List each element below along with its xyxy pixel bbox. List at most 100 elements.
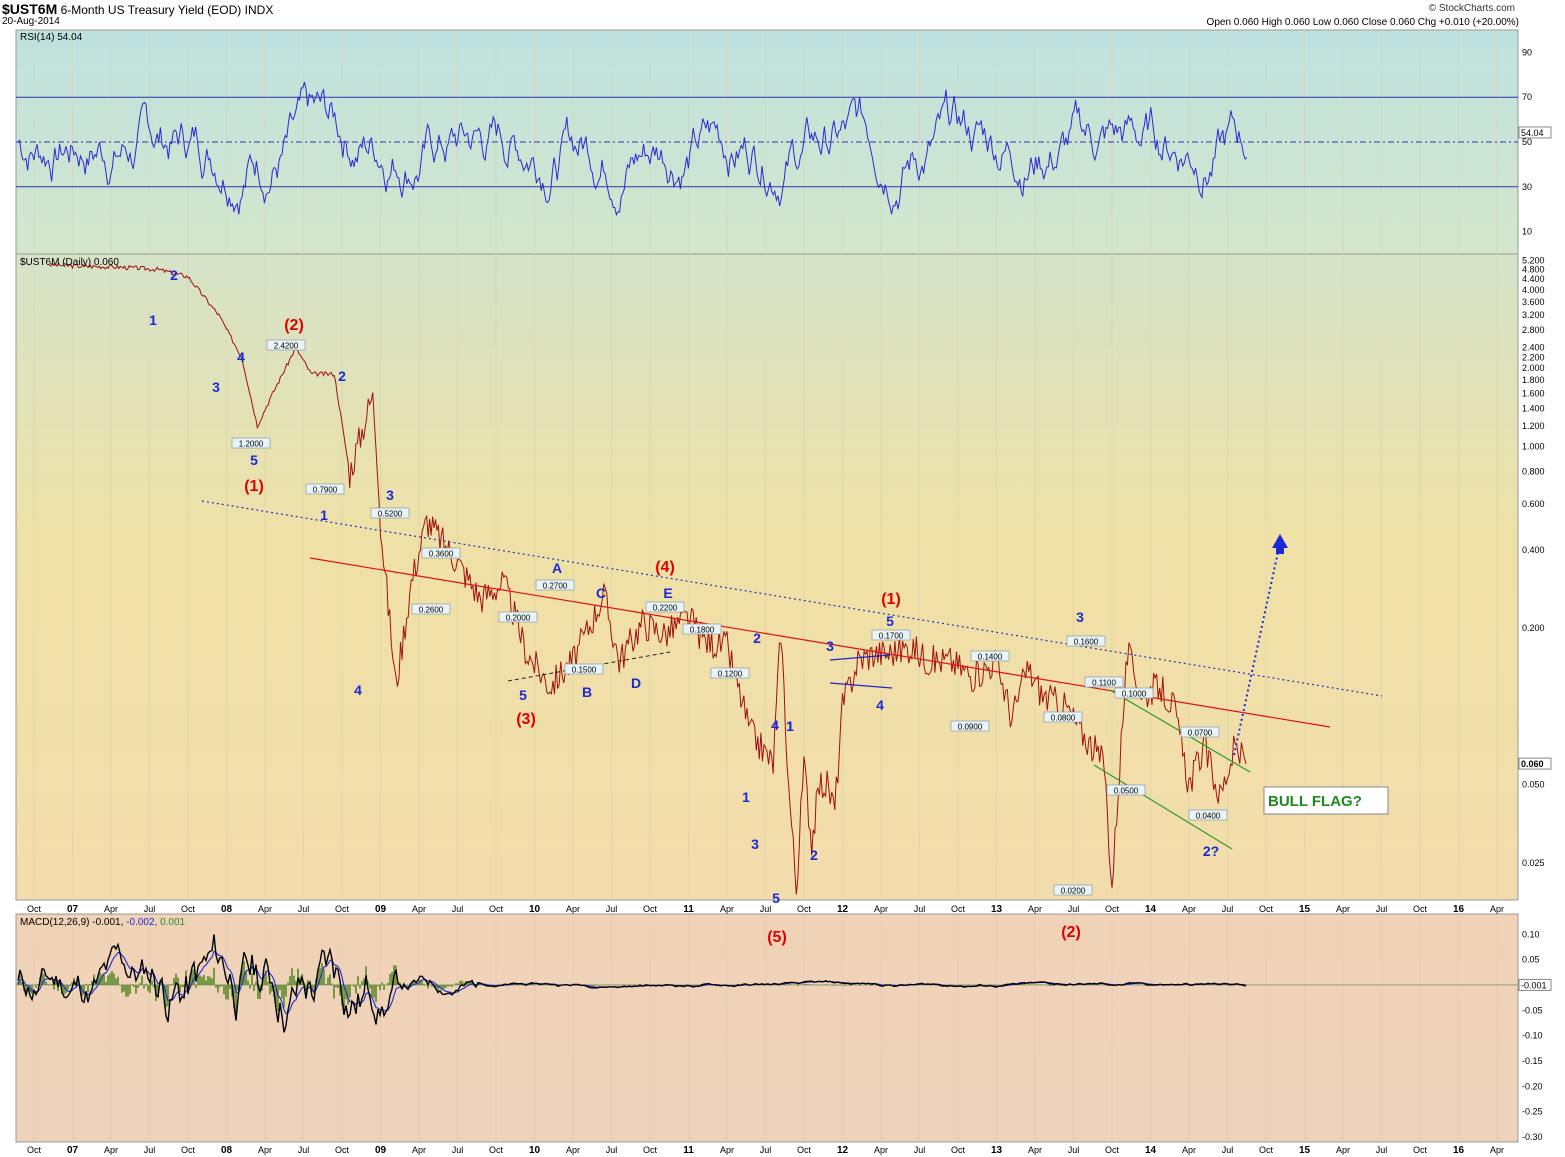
- price-value-box: [421, 547, 461, 559]
- price-value-box: [871, 629, 911, 641]
- x-tick-label: Jul: [298, 1145, 310, 1155]
- macd-tick-label: -0.20: [1522, 1081, 1543, 1091]
- price-value-box: [1066, 635, 1106, 647]
- x-tick-label: Oct: [181, 904, 196, 914]
- blue-channel-bottom: [829, 682, 893, 689]
- price-tick-label: 1.600: [1522, 388, 1545, 398]
- price-value-box: [266, 339, 306, 351]
- x-tick-label: 12: [837, 904, 849, 915]
- wave-label-red: (5): [767, 929, 787, 946]
- wave-label-blue: 3: [212, 379, 220, 395]
- x-tick-label: Oct: [797, 904, 812, 914]
- macd-tick-label: 0.10: [1522, 929, 1540, 939]
- wave-label-blue: D: [631, 675, 641, 691]
- macd-legend-value: 0.001: [160, 917, 185, 928]
- x-tick-label: 11: [683, 904, 694, 915]
- x-tick-label: Apr: [412, 904, 426, 914]
- price-tick-label: 4.000: [1522, 285, 1545, 295]
- x-tick-label: Jul: [1222, 904, 1234, 914]
- wave-label-red: (2): [284, 317, 304, 334]
- macd-current-value: -0.001: [1521, 980, 1547, 990]
- wave-label-blue: 4: [876, 697, 884, 713]
- x-tick-label: Apr: [566, 1145, 580, 1155]
- bull-flag-box: [1263, 786, 1389, 815]
- price-tick-label: 4.800: [1522, 264, 1545, 274]
- x-tick-label: Oct: [27, 1145, 42, 1155]
- price-value-box: [645, 601, 685, 613]
- price-value-label: 0.2000: [506, 614, 531, 623]
- x-tick-label: Jul: [1068, 904, 1080, 914]
- x-tick-label: Apr: [1028, 1145, 1042, 1155]
- wave-label-blue: 2: [338, 368, 346, 384]
- price-value-label: 0.2600: [419, 606, 444, 615]
- x-tick-label: Apr: [1182, 1145, 1196, 1155]
- price-tick-label: 0.400: [1522, 545, 1545, 555]
- x-tick-label: 11: [683, 1145, 694, 1156]
- x-tick-label: Apr: [1028, 904, 1042, 914]
- x-tick-label: Jul: [1376, 904, 1388, 914]
- price-tick-label: 2.000: [1522, 363, 1545, 373]
- wave-label-blue: 5: [250, 452, 258, 468]
- price-value-label: 0.1000: [1122, 690, 1147, 699]
- price-value-label: 0.1700: [879, 632, 904, 641]
- chart-date: 20-Aug-2014: [2, 16, 60, 27]
- price-tick-label: 5.200: [1522, 255, 1545, 265]
- price-value-label: 0.1500: [572, 666, 597, 675]
- x-tick-label: Jul: [760, 1145, 772, 1155]
- x-tick-label: Jul: [760, 904, 772, 914]
- wave-label-blue: 2: [170, 267, 178, 283]
- x-tick-label: 08: [221, 1145, 233, 1156]
- x-tick-label: Jul: [144, 904, 156, 914]
- price-tick-label: 2.200: [1522, 352, 1545, 362]
- wave-label-blue: 2: [753, 630, 761, 646]
- wave-label-blue: 4: [354, 682, 362, 698]
- price-value-label: 0.5200: [378, 510, 403, 519]
- rsi-line: [17, 81, 1248, 217]
- wave-label-red: (2): [1061, 924, 1081, 941]
- x-tick-label: Oct: [489, 1145, 504, 1155]
- x-tick-label: 15: [1299, 904, 1311, 915]
- wave-label-blue: 3: [751, 836, 759, 852]
- bull-flag-label: BULL FLAG?: [1268, 793, 1362, 810]
- price-value-box: [411, 603, 451, 615]
- price-value-box: [231, 437, 271, 449]
- green-flag-bottom: [1093, 764, 1233, 850]
- price-tick-label: 0.025: [1522, 858, 1545, 868]
- x-tick-label: Jul: [914, 904, 926, 914]
- x-tick-label: 07: [67, 1145, 79, 1156]
- x-tick-label: Apr: [566, 904, 580, 914]
- wave-label-blue: 5: [519, 687, 527, 703]
- x-tick-label: Jul: [1068, 1145, 1080, 1155]
- x-tick-label: Oct: [797, 1145, 812, 1155]
- price-tick-label: 1.000: [1522, 441, 1545, 451]
- wave-label-blue: 3: [1076, 609, 1084, 625]
- x-tick-label: Apr: [1490, 1145, 1504, 1155]
- price-current-box: [1518, 757, 1552, 770]
- x-tick-label: Oct: [1413, 904, 1428, 914]
- x-tick-label: Oct: [1259, 1145, 1274, 1155]
- price-value-box: [1043, 711, 1083, 723]
- macd-line: [17, 934, 1247, 1033]
- price-value-label: 0.1800: [690, 626, 715, 635]
- price-value-label: 0.7900: [313, 486, 338, 495]
- x-tick-label: Oct: [1413, 1145, 1428, 1155]
- wave-label-blue: 1: [786, 718, 794, 734]
- price-value-label: 0.0800: [1051, 714, 1076, 723]
- price-tick-label: 0.800: [1522, 467, 1545, 477]
- wave-label-blue: A: [552, 560, 562, 576]
- price-value-label: 1.2000: [239, 440, 264, 449]
- wave-label-blue: 1: [786, 718, 794, 734]
- macd-panel: [15, 913, 1519, 1143]
- price-value-box: [1084, 676, 1124, 688]
- price-value-label: 0.0700: [1188, 729, 1213, 738]
- price-tick-label: 1.800: [1522, 375, 1545, 385]
- ohlc-readout: Open 0.060 High 0.060 Low 0.060 Close 0.…: [1206, 17, 1519, 28]
- x-tick-label: 16: [1453, 904, 1465, 915]
- x-tick-label: 12: [837, 1145, 849, 1156]
- x-tick-label: 14: [1145, 1145, 1157, 1156]
- x-tick-label: Apr: [874, 904, 888, 914]
- chart-header: $UST6M 6-Month US Treasury Yield (EOD) I…: [0, 0, 1565, 30]
- x-tick-label: Apr: [874, 1145, 888, 1155]
- price-value-label: 0.0500: [1114, 787, 1139, 796]
- x-tick-label: 08: [221, 904, 233, 915]
